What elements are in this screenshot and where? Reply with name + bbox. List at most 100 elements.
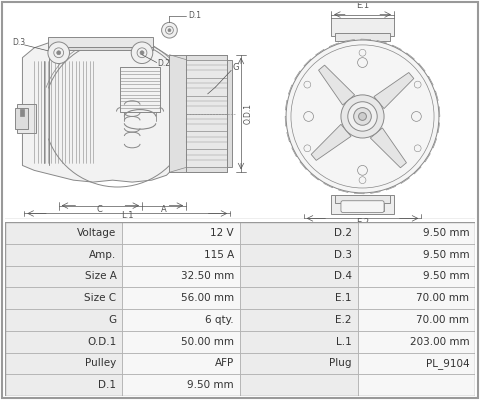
Bar xyxy=(227,60,232,168)
Text: 6 qty.: 6 qty. xyxy=(205,315,234,325)
Polygon shape xyxy=(374,72,414,108)
Polygon shape xyxy=(186,132,227,150)
Circle shape xyxy=(304,145,311,152)
Polygon shape xyxy=(338,184,349,192)
Text: E.2: E.2 xyxy=(335,315,351,325)
Bar xyxy=(186,55,227,172)
Bar xyxy=(122,266,240,287)
Bar xyxy=(358,352,475,374)
Bar xyxy=(240,222,358,244)
Bar xyxy=(358,222,475,244)
Circle shape xyxy=(168,29,171,32)
Polygon shape xyxy=(398,174,409,184)
Text: L.1: L.1 xyxy=(121,211,133,220)
Polygon shape xyxy=(361,39,371,45)
Text: 203.00 mm: 203.00 mm xyxy=(409,337,469,347)
Polygon shape xyxy=(428,137,437,148)
Text: O.D.1: O.D.1 xyxy=(87,337,116,347)
Polygon shape xyxy=(186,96,227,114)
Bar xyxy=(240,287,358,309)
Polygon shape xyxy=(403,53,414,63)
Text: D.3: D.3 xyxy=(12,38,26,48)
Polygon shape xyxy=(424,76,433,87)
Bar xyxy=(240,309,358,331)
Bar xyxy=(16,104,36,133)
Circle shape xyxy=(304,81,311,88)
Bar xyxy=(5,222,122,244)
Text: 115 A: 115 A xyxy=(204,250,234,260)
Circle shape xyxy=(304,112,313,121)
Text: 12 V: 12 V xyxy=(210,228,234,238)
Polygon shape xyxy=(371,128,407,168)
Circle shape xyxy=(341,95,384,138)
Text: 9.50 mm: 9.50 mm xyxy=(422,228,469,238)
Bar xyxy=(331,195,394,214)
Bar xyxy=(358,309,475,331)
Polygon shape xyxy=(316,50,327,60)
Text: PL_9104: PL_9104 xyxy=(426,358,469,369)
Text: O.D.1: O.D.1 xyxy=(244,103,253,124)
Text: E.2: E.2 xyxy=(356,218,369,227)
Text: Pulley: Pulley xyxy=(85,358,116,368)
Bar xyxy=(5,352,122,374)
Circle shape xyxy=(286,40,439,193)
Polygon shape xyxy=(311,170,322,180)
Text: 70.00 mm: 70.00 mm xyxy=(416,293,469,303)
Polygon shape xyxy=(300,158,311,170)
Polygon shape xyxy=(287,131,295,142)
Text: Amp.: Amp. xyxy=(89,250,116,260)
Bar xyxy=(5,266,122,287)
Bar xyxy=(240,374,358,396)
Bar xyxy=(5,287,122,309)
Text: D.4: D.4 xyxy=(334,271,351,281)
Text: D.3: D.3 xyxy=(334,250,351,260)
Polygon shape xyxy=(432,122,440,132)
Polygon shape xyxy=(292,146,301,156)
Text: D.2: D.2 xyxy=(334,228,351,238)
Circle shape xyxy=(140,51,144,55)
Bar xyxy=(5,309,122,331)
Text: D.2: D.2 xyxy=(157,59,171,68)
Text: 32.50 mm: 32.50 mm xyxy=(181,271,234,281)
Polygon shape xyxy=(304,59,314,70)
Text: C: C xyxy=(97,204,103,214)
Bar xyxy=(335,33,390,41)
Text: E.1: E.1 xyxy=(356,1,369,10)
Polygon shape xyxy=(420,151,431,162)
Text: D.1: D.1 xyxy=(188,11,201,20)
Circle shape xyxy=(57,51,60,55)
Polygon shape xyxy=(311,124,351,160)
Bar xyxy=(358,331,475,352)
Bar xyxy=(48,37,153,47)
Bar xyxy=(122,244,240,266)
Circle shape xyxy=(348,102,377,131)
Polygon shape xyxy=(410,163,421,174)
Polygon shape xyxy=(433,107,440,116)
Polygon shape xyxy=(415,64,425,74)
Bar xyxy=(122,222,240,244)
Bar xyxy=(341,203,384,210)
Text: A: A xyxy=(161,204,167,214)
Bar xyxy=(20,109,24,116)
Circle shape xyxy=(358,58,367,68)
Circle shape xyxy=(414,81,421,88)
Bar xyxy=(48,47,153,50)
Polygon shape xyxy=(186,78,227,96)
Bar xyxy=(122,331,240,352)
Bar xyxy=(122,374,240,396)
Circle shape xyxy=(162,22,177,38)
Bar xyxy=(120,68,160,112)
Polygon shape xyxy=(23,41,179,182)
Bar xyxy=(122,309,240,331)
Polygon shape xyxy=(285,100,292,110)
Bar xyxy=(5,374,122,396)
Bar xyxy=(240,352,358,374)
Bar xyxy=(358,244,475,266)
Bar xyxy=(122,287,240,309)
Polygon shape xyxy=(384,181,396,190)
FancyBboxPatch shape xyxy=(341,201,384,212)
Bar xyxy=(331,18,394,36)
Circle shape xyxy=(359,112,366,120)
Circle shape xyxy=(354,108,372,125)
Circle shape xyxy=(48,42,70,64)
